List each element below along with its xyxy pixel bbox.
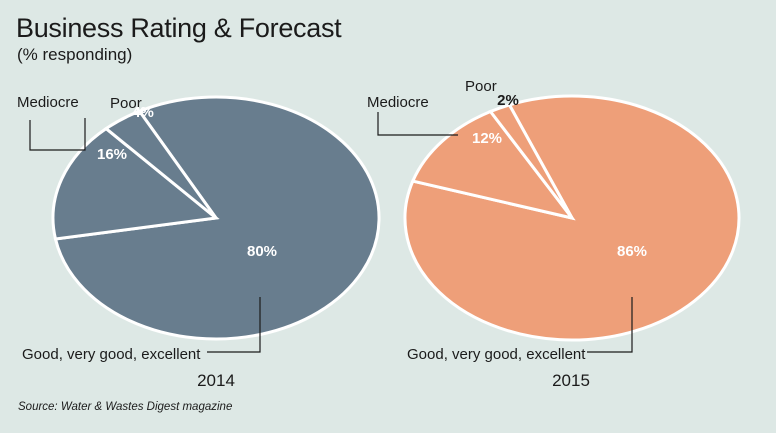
pie-2014: Good, very good, excellent Mediocre Poor… bbox=[17, 94, 381, 390]
label-2014-good: Good, very good, excellent bbox=[22, 346, 201, 363]
label-2014-mediocre: Mediocre bbox=[17, 94, 79, 111]
label-2015-good: Good, very good, excellent bbox=[407, 346, 586, 363]
chart-subtitle: (% responding) bbox=[17, 45, 133, 64]
year-label-2014: 2014 bbox=[197, 371, 235, 390]
pie-2014-slice-poor bbox=[103, 109, 218, 220]
leader-line-2015-good bbox=[587, 297, 633, 353]
value-2014-good: 80% bbox=[247, 243, 277, 260]
year-label-2015: 2015 bbox=[552, 371, 590, 390]
value-2015-mediocre: 12% bbox=[472, 130, 502, 147]
pie-2015-slice-mediocre bbox=[410, 109, 576, 221]
leader-line-2014-mediocre bbox=[29, 118, 86, 151]
pie-2015-slices bbox=[403, 94, 741, 342]
value-2015-good: 86% bbox=[617, 243, 647, 260]
leader-line-2015-mediocre bbox=[377, 112, 458, 136]
value-2014-mediocre: 16% bbox=[97, 146, 127, 163]
label-2015-poor: Poor bbox=[465, 78, 497, 95]
pie-2015: Good, very good, excellent Mediocre Poor… bbox=[367, 78, 741, 390]
label-2014-poor: Poor bbox=[110, 95, 142, 112]
pie-2014-slices bbox=[51, 95, 381, 341]
source-note: Source: Water & Wastes Digest magazine bbox=[18, 401, 233, 413]
chart-title: Business Rating & Forecast bbox=[16, 13, 342, 43]
label-2015-mediocre: Mediocre bbox=[367, 94, 429, 111]
leader-line-2014-good bbox=[207, 297, 261, 353]
value-2014-poor: 4% bbox=[132, 104, 154, 121]
value-2015-poor: 2% bbox=[497, 92, 519, 109]
pie-2015-slice-poor bbox=[488, 103, 574, 219]
pie-2014-slice-mediocre bbox=[51, 126, 220, 241]
